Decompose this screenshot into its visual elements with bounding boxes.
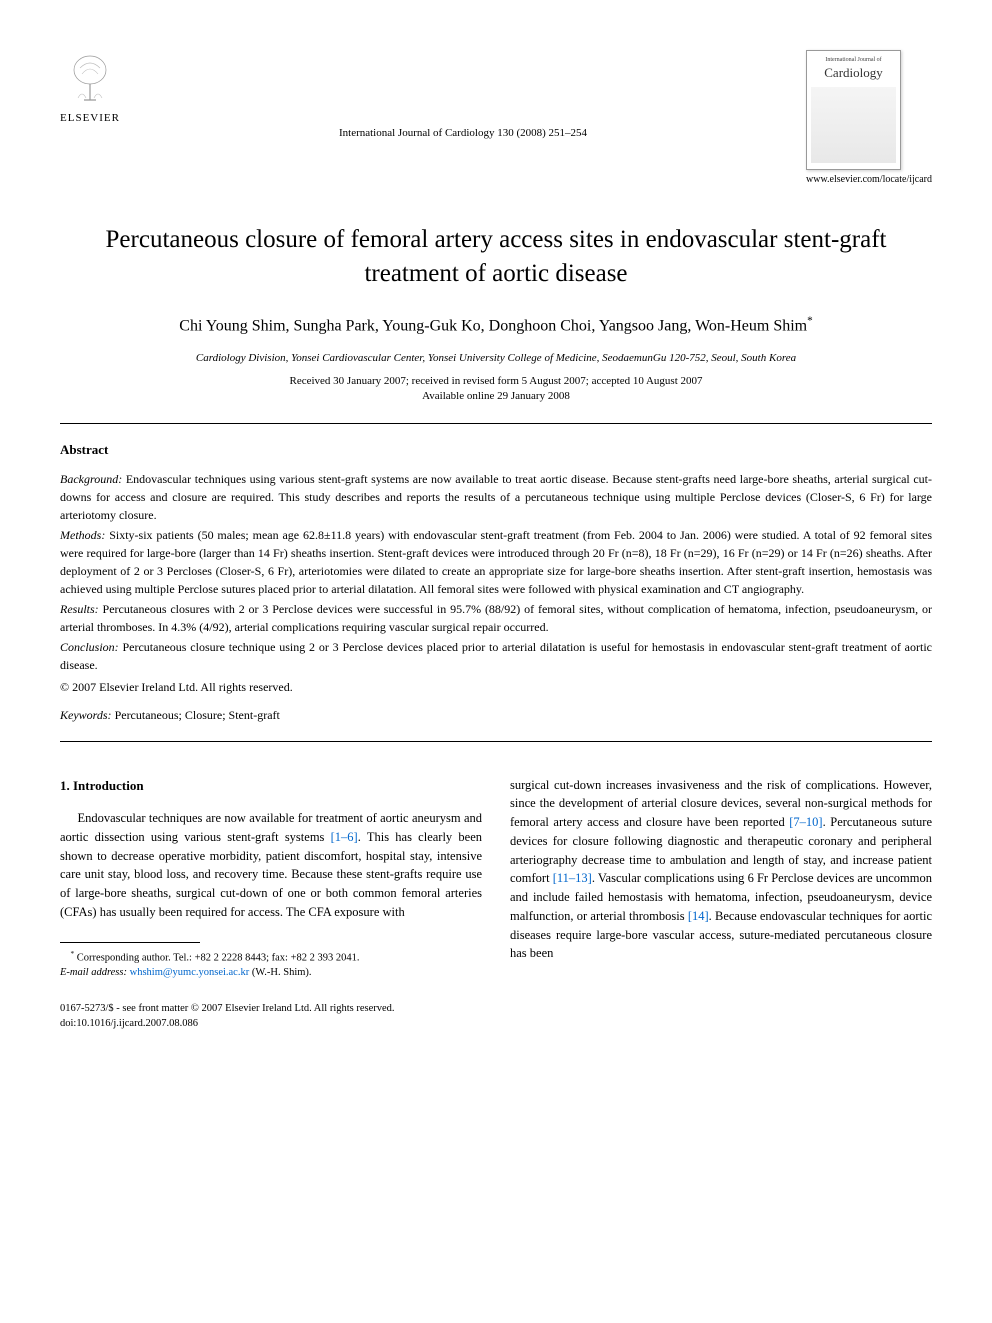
divider-top xyxy=(60,423,932,424)
journal-url: www.elsevier.com/locate/ijcard xyxy=(806,174,932,185)
authors-text: Chi Young Shim, Sungha Park, Young-Guk K… xyxy=(179,317,807,334)
column-right: surgical cut-down increases invasiveness… xyxy=(510,776,932,981)
affiliation: Cardiology Division, Yonsei Cardiovascul… xyxy=(60,352,932,364)
conclusion-text: Percutaneous closure technique using 2 o… xyxy=(60,640,932,672)
elsevier-tree-icon xyxy=(60,50,120,110)
page-header: ELSEVIER International Journal of Cardio… xyxy=(60,50,932,185)
corresponding-mark: * xyxy=(807,315,813,327)
footnote-separator xyxy=(60,942,200,943)
abstract-section: Abstract Background: Endovascular techni… xyxy=(60,442,932,723)
publisher-name: ELSEVIER xyxy=(60,112,120,124)
article-title: Percutaneous closure of femoral artery a… xyxy=(100,223,892,291)
ref-link-2[interactable]: [7–10] xyxy=(789,815,822,829)
cover-body-placeholder xyxy=(811,87,896,163)
intro-para-left: Endovascular techniques are now availabl… xyxy=(60,809,482,922)
abstract-conclusion: Conclusion: Percutaneous closure techniq… xyxy=(60,638,932,674)
authors-line: Chi Young Shim, Sungha Park, Young-Guk K… xyxy=(60,313,932,338)
abstract-results: Results: Percutaneous closures with 2 or… xyxy=(60,600,932,636)
abstract-methods: Methods: Sixty-six patients (50 males; m… xyxy=(60,526,932,598)
keywords-label: Keywords: xyxy=(60,708,112,722)
journal-cover: International Journal of Cardiology xyxy=(806,50,901,170)
footnote-corr: Corresponding author. Tel.: +82 2 2228 8… xyxy=(77,952,360,963)
abstract-background: Background: Endovascular techniques usin… xyxy=(60,470,932,524)
ref-link-1[interactable]: [1–6] xyxy=(331,830,358,844)
front-matter-line1: 0167-5273/$ - see front matter © 2007 El… xyxy=(60,1002,932,1017)
intro-para-right: surgical cut-down increases invasiveness… xyxy=(510,776,932,964)
divider-bottom xyxy=(60,741,932,742)
ref-link-4[interactable]: [14] xyxy=(688,909,709,923)
results-text: Percutaneous closures with 2 or 3 Perclo… xyxy=(60,602,932,634)
journal-reference: International Journal of Cardiology 130 … xyxy=(339,127,587,139)
intro-heading: 1. Introduction xyxy=(60,776,482,796)
ref-link-3[interactable]: [11–13] xyxy=(553,871,592,885)
cover-supertitle: International Journal of xyxy=(825,57,881,63)
footnote-email[interactable]: whshim@yumc.yonsei.ac.kr xyxy=(130,967,250,978)
methods-text: Sixty-six patients (50 males; mean age 6… xyxy=(60,528,932,596)
background-label: Background: xyxy=(60,472,122,486)
body-columns: 1. Introduction Endovascular techniques … xyxy=(60,776,932,981)
corresponding-footnote: * Corresponding author. Tel.: +82 2 2228… xyxy=(60,949,482,981)
background-text: Endovascular techniques using various st… xyxy=(60,472,932,522)
dates-received: Received 30 January 2007; received in re… xyxy=(60,374,932,389)
dates-online: Available online 29 January 2008 xyxy=(60,389,932,404)
column-left: 1. Introduction Endovascular techniques … xyxy=(60,776,482,981)
results-label: Results: xyxy=(60,602,99,616)
conclusion-label: Conclusion: xyxy=(60,640,119,654)
abstract-body: Background: Endovascular techniques usin… xyxy=(60,470,932,696)
footnote-email-suffix: (W.-H. Shim). xyxy=(249,967,311,978)
cover-title: Cardiology xyxy=(824,65,883,81)
keywords-text: Percutaneous; Closure; Stent-graft xyxy=(112,708,280,722)
abstract-copyright: © 2007 Elsevier Ireland Ltd. All rights … xyxy=(60,678,932,696)
publisher-logo: ELSEVIER xyxy=(60,50,120,124)
abstract-heading: Abstract xyxy=(60,442,932,458)
front-matter-footer: 0167-5273/$ - see front matter © 2007 El… xyxy=(60,1002,932,1031)
footnote-mark: * xyxy=(71,949,75,958)
article-dates: Received 30 January 2007; received in re… xyxy=(60,374,932,405)
journal-cover-block: International Journal of Cardiology www.… xyxy=(806,50,932,185)
methods-label: Methods: xyxy=(60,528,105,542)
footnote-email-label: E-mail address: xyxy=(60,967,127,978)
doi-line: doi:10.1016/j.ijcard.2007.08.086 xyxy=(60,1017,932,1032)
keywords-line: Keywords: Percutaneous; Closure; Stent-g… xyxy=(60,708,932,723)
